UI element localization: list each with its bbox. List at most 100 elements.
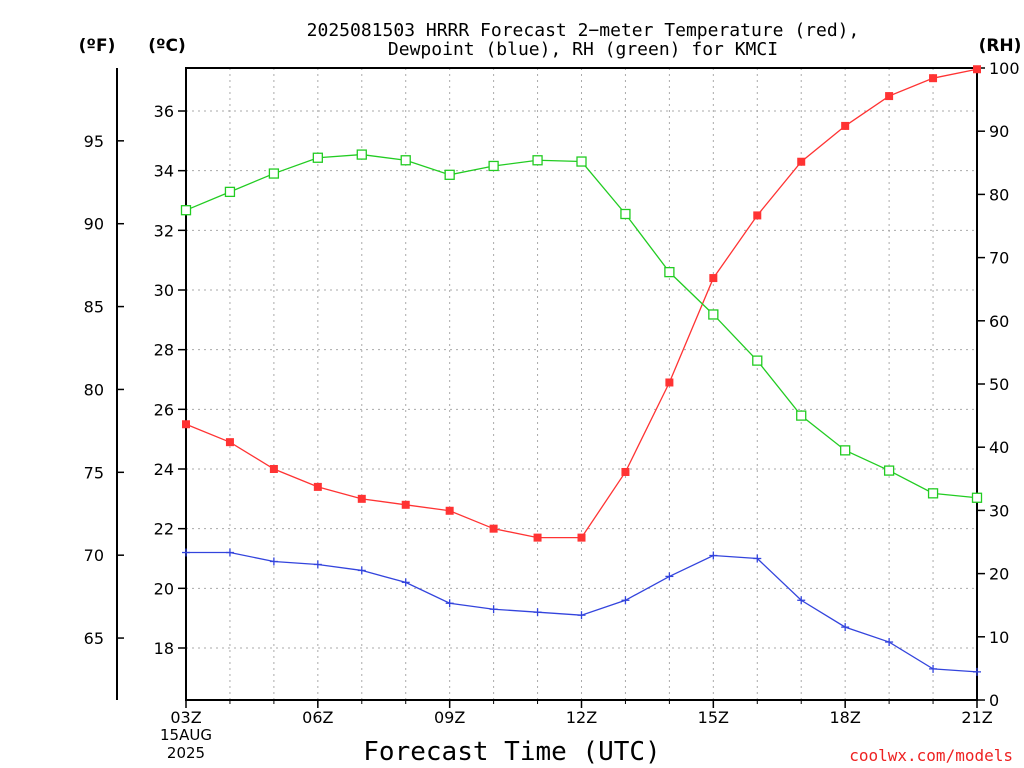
rh-tick-label: 100	[989, 59, 1020, 78]
celsius-tick-label: 24	[154, 460, 174, 479]
celsius-tick-label: 22	[154, 520, 174, 539]
dewpoint-point	[709, 551, 718, 560]
x-tick-label: 21Z	[961, 708, 992, 727]
credit-link[interactable]: coolwx.com/models	[849, 746, 1013, 765]
fahrenheit-tick-label: 70	[84, 546, 104, 565]
chart-title-line1: 2025081503 HRRR Forecast 2−meter Tempera…	[307, 20, 860, 41]
rh-point	[840, 445, 851, 456]
x-tick-label: 06Z	[302, 708, 333, 727]
temperature-point	[225, 438, 234, 447]
temperature-point	[797, 157, 806, 166]
celsius-tick-label: 36	[154, 102, 174, 121]
rh-point	[444, 169, 455, 180]
fahrenheit-tick-label: 65	[84, 629, 104, 648]
rh-point	[224, 186, 236, 198]
rh-point	[752, 355, 763, 366]
x-tick-label: 18Z	[830, 708, 861, 727]
temperature-series	[182, 65, 981, 542]
date-label-day: 15AUG	[160, 726, 212, 744]
dewpoint-point	[885, 638, 894, 647]
dewpoint-point	[577, 611, 586, 620]
rh-tick-label: 90	[989, 122, 1009, 141]
rh-tick-label: 20	[989, 565, 1009, 584]
data-series	[180, 65, 983, 676]
rh-point	[796, 410, 807, 421]
temperature-point	[445, 506, 454, 515]
dewpoint-point	[929, 664, 938, 673]
tick-labels: 03Z 06Z 09Z 12Z 15Z 18Z 21Z 18 20 22 24 26 28 30 32 34 3…	[84, 59, 1020, 727]
rh-point	[927, 488, 939, 499]
rh-point	[883, 465, 895, 476]
rh-point	[620, 208, 631, 220]
temperature-point	[401, 500, 410, 509]
temperature-point	[577, 533, 586, 542]
dewpoint-point	[313, 560, 322, 569]
celsius-tick-label: 18	[154, 639, 174, 658]
celsius-tick-label: 34	[154, 162, 174, 181]
temperature-point	[709, 274, 718, 283]
dewpoint-point	[665, 572, 674, 581]
dewpoint-point	[621, 596, 630, 605]
x-tick-label: 09Z	[434, 708, 465, 727]
temperature-point	[841, 121, 850, 130]
rh-point	[180, 205, 192, 216]
temperature-point	[929, 74, 938, 83]
rh-tick-label: 40	[989, 438, 1009, 457]
dewpoint-point	[357, 566, 366, 575]
fahrenheit-tick-label: 80	[84, 380, 104, 399]
dewpoint-point	[269, 557, 278, 566]
dewpoint-point	[797, 596, 806, 605]
temperature-point	[533, 533, 542, 542]
celsius-unit-label: (ºC)	[148, 36, 186, 56]
temperature-point	[665, 378, 674, 387]
rh-tick-label: 10	[989, 628, 1009, 647]
temperature-point	[269, 465, 278, 473]
rh-tick-label: 60	[989, 312, 1009, 331]
x-axis-label: Forecast Time (UTC)	[363, 737, 660, 767]
fahrenheit-tick-label: 85	[84, 298, 104, 317]
rh-tick-label: 50	[989, 375, 1009, 394]
temperature-point	[489, 524, 498, 533]
fahrenheit-tick-label: 90	[84, 215, 104, 234]
dewpoint-point	[489, 605, 498, 614]
rh-series	[180, 149, 983, 503]
rh-point	[532, 155, 543, 166]
rh-tick-label: 80	[989, 185, 1009, 204]
dewpoint-point	[445, 599, 454, 608]
fahrenheit-unit-label: (ºF)	[79, 36, 116, 56]
dewpoint-series	[182, 548, 981, 676]
rh-point	[708, 309, 719, 320]
rh-point	[312, 152, 323, 163]
axes	[116, 67, 985, 708]
chart-title-line2: Dewpoint (blue), RH (green) for KMCI	[388, 39, 778, 60]
celsius-tick-label: 26	[154, 400, 174, 419]
dewpoint-point	[753, 554, 762, 563]
celsius-tick-label: 20	[154, 579, 174, 598]
celsius-tick-label: 28	[154, 341, 174, 360]
rh-point	[664, 266, 675, 278]
x-tick-label: 15Z	[698, 708, 729, 727]
x-tick-label: 03Z	[170, 708, 201, 727]
rh-point	[971, 492, 983, 503]
temperature-point	[313, 482, 322, 491]
temperature-point	[621, 467, 630, 476]
temperature-point	[182, 420, 190, 429]
rh-point	[268, 168, 280, 179]
x-tick-label: 12Z	[566, 708, 597, 727]
rh-unit-label: (RH)	[979, 36, 1022, 56]
rh-point	[400, 155, 411, 166]
rh-tick-label: 0	[989, 691, 999, 710]
rh-point	[356, 149, 367, 160]
dewpoint-point	[182, 548, 190, 557]
temperature-point	[357, 494, 366, 503]
rh-point	[576, 156, 587, 167]
celsius-tick-label: 30	[154, 281, 174, 300]
dewpoint-point	[973, 667, 981, 676]
dewpoint-point	[841, 623, 850, 632]
dewpoint-point	[225, 548, 234, 557]
temperature-point	[973, 65, 981, 74]
fahrenheit-tick-label: 95	[84, 132, 104, 151]
temperature-point	[753, 211, 762, 220]
temperature-point	[885, 92, 894, 101]
